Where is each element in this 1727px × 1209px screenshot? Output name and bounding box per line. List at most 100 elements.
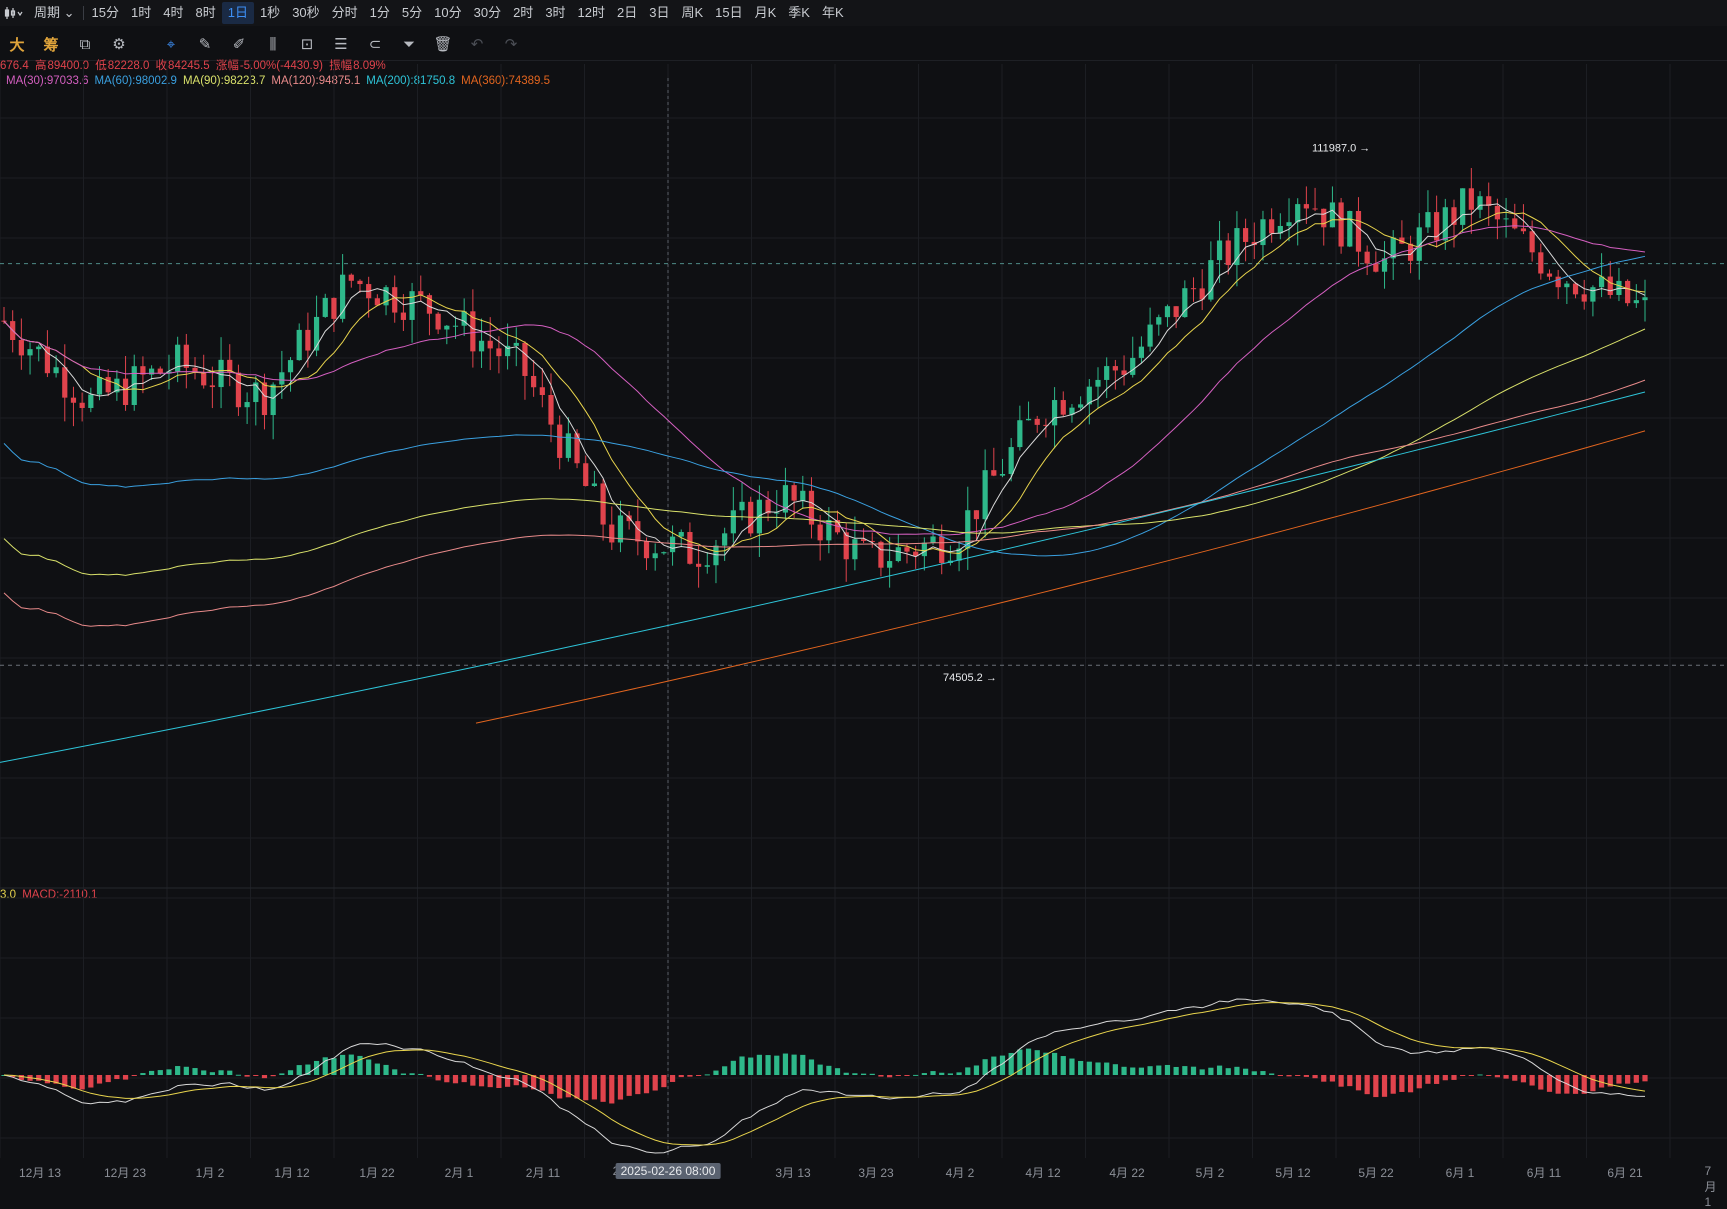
candle-body <box>1581 294 1587 302</box>
macd-bar <box>869 1073 875 1075</box>
cursor-icon[interactable]: ⌖ <box>166 35 176 53</box>
candle-body <box>253 382 259 403</box>
macd-bar <box>1104 1062 1110 1075</box>
ma120-line <box>3 379 1646 627</box>
timeframe-14[interactable]: 12时 <box>577 5 606 20</box>
timeframe-3[interactable]: 8时 <box>195 5 216 20</box>
timeframe-18[interactable]: 15日 <box>715 5 743 20</box>
filter-icon[interactable]: ⏷ <box>402 35 415 53</box>
candle-body <box>88 394 94 408</box>
macd-bar <box>1147 1066 1153 1075</box>
macd-bar <box>149 1070 155 1075</box>
candle-body <box>1104 366 1110 380</box>
macd-bar <box>661 1075 667 1088</box>
macd-bar <box>70 1075 77 1089</box>
timeframe-19[interactable]: 月K <box>754 5 777 20</box>
macd-bar <box>452 1075 459 1084</box>
candle-body <box>313 316 320 351</box>
timeframe-8[interactable]: 1分 <box>369 5 390 20</box>
candlestick-chart-icon[interactable] <box>0 6 28 20</box>
timeframe-7[interactable]: 分时 <box>331 5 358 20</box>
period-dropdown[interactable]: 周期 ⌄ <box>28 2 81 24</box>
candle-body <box>340 274 346 319</box>
macd-bar <box>1121 1066 1127 1075</box>
candle-body <box>1069 407 1075 415</box>
ma-legend-item: MA(200):81750.8 <box>366 75 456 87</box>
text-da-icon[interactable]: 大 <box>9 36 25 54</box>
macd-bar <box>687 1075 693 1077</box>
candle-compare-icon[interactable]: ⫼ <box>269 35 277 53</box>
candle-body <box>1164 306 1171 318</box>
timeframe-0[interactable]: 15分 <box>91 5 120 20</box>
macd-bar <box>366 1059 372 1075</box>
trash-icon[interactable]: 🗑 <box>433 36 453 53</box>
macd-bar <box>800 1054 806 1075</box>
macd-bar <box>374 1063 380 1075</box>
macd-bar <box>44 1075 51 1084</box>
macd-bar <box>1399 1075 1405 1092</box>
timeframe-20[interactable]: 季K <box>788 5 810 20</box>
x-axis-label: 1月 12 <box>274 1166 310 1180</box>
indicator-toggle-icon[interactable]: ⧉ <box>79 35 91 53</box>
macd-bar <box>1329 1075 1336 1082</box>
macd-bar <box>1364 1075 1370 1095</box>
candle-body <box>1156 317 1162 325</box>
macd-bar <box>183 1066 189 1075</box>
candle-body <box>166 371 172 374</box>
candle-body <box>1234 228 1240 266</box>
timeframe-16[interactable]: 3日 <box>649 5 670 20</box>
timeframe-11[interactable]: 30分 <box>473 5 502 20</box>
draw-settings-icon[interactable]: ⚙ <box>112 36 126 53</box>
candle-body <box>1399 237 1405 244</box>
lock-icon[interactable]: ⊡ <box>300 36 314 53</box>
timeframe-15[interactable]: 2日 <box>617 5 638 20</box>
period-label: 周期 <box>34 5 61 20</box>
low-price-annotation: 74505.2 → <box>943 672 997 684</box>
timeframe-10[interactable]: 10分 <box>434 5 462 20</box>
macd-bar <box>817 1064 823 1075</box>
candle-body <box>635 521 641 542</box>
timeframe-6[interactable]: 30秒 <box>292 5 320 20</box>
x-axis-label: 6月 1 <box>1445 1166 1475 1180</box>
macd-bar <box>279 1073 285 1075</box>
close-value: 84245.5 <box>168 60 210 72</box>
undo-icon[interactable]: ↶ <box>470 36 484 53</box>
macd-bar <box>1625 1075 1631 1084</box>
macd-bar <box>340 1054 346 1075</box>
pencil-icon[interactable]: ✎ <box>198 36 212 53</box>
macd-bar <box>1199 1069 1205 1075</box>
candle-body <box>1364 251 1370 264</box>
macd-bar <box>1190 1066 1197 1075</box>
timeframe-2[interactable]: 4时 <box>163 5 184 20</box>
timeframe-5[interactable]: 1秒 <box>259 5 281 20</box>
candle-body <box>513 342 519 346</box>
macd-bar <box>722 1066 728 1075</box>
candle-body <box>183 344 189 368</box>
macd-bar <box>1243 1068 1249 1075</box>
candle-body <box>1199 288 1205 300</box>
timeframe-9[interactable]: 5分 <box>401 5 423 20</box>
candle-body <box>70 397 77 403</box>
price-chart[interactable]: 111987.0 → 74505.2 → <box>0 58 1727 1158</box>
macd-bar <box>1251 1071 1257 1075</box>
timeframe-1[interactable]: 1时 <box>131 5 152 20</box>
candle-body <box>392 287 398 313</box>
candle-body <box>1043 424 1049 426</box>
macd-bar <box>409 1073 415 1075</box>
candle-body <box>131 366 137 406</box>
brush-icon[interactable]: ✐ <box>232 36 246 53</box>
macd-bar <box>574 1075 580 1099</box>
timeframe-21[interactable]: 年K <box>821 5 844 20</box>
timeframe-13[interactable]: 3时 <box>545 5 566 20</box>
candle-body <box>418 291 424 296</box>
macd-bar <box>852 1073 858 1075</box>
note-edit-icon[interactable]: ☰ <box>334 36 348 53</box>
chip-distribution-icon[interactable]: 筹 <box>43 36 59 54</box>
macd-bar <box>1234 1066 1240 1075</box>
magnet-icon[interactable]: ⊂ <box>368 36 382 53</box>
timeframe-17[interactable]: 周K <box>681 5 704 20</box>
timeframe-12[interactable]: 2时 <box>513 5 534 20</box>
timeframe-4[interactable]: 1日 <box>221 2 254 24</box>
candle-body <box>869 540 875 542</box>
redo-icon[interactable]: ↷ <box>504 36 518 53</box>
